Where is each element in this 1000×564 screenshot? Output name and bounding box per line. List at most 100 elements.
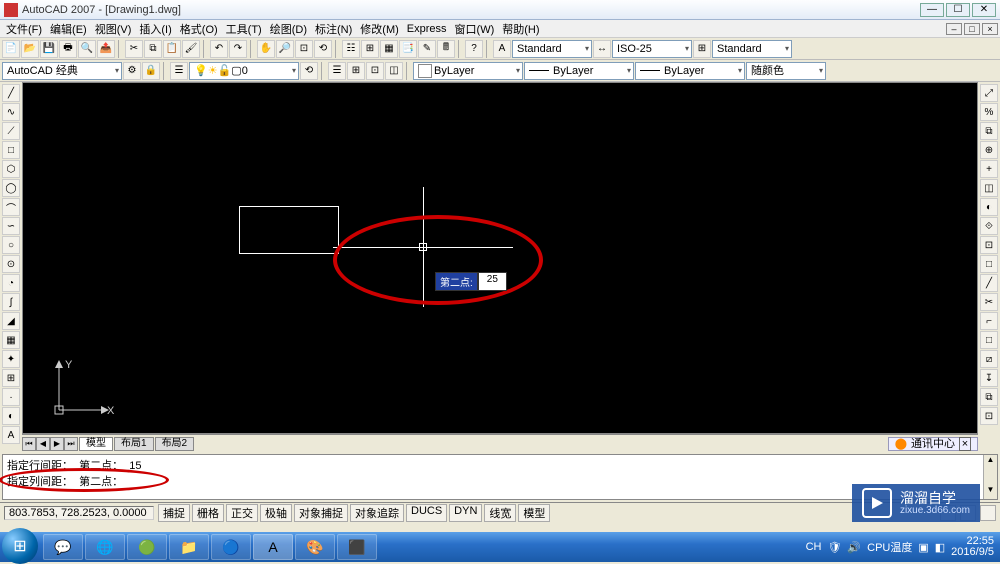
menu-modify[interactable]: 修改(M) (356, 21, 403, 37)
modify-tool-0[interactable]: ⤢ (980, 84, 998, 102)
menu-format[interactable]: 格式(O) (176, 21, 222, 37)
dimstyle-combo[interactable]: ISO-25 (612, 40, 692, 58)
modify-tool-5[interactable]: ◫ (980, 179, 998, 197)
draw-tool-2[interactable]: ⟋ (2, 122, 20, 140)
linetype-combo[interactable]: ByLayer (524, 62, 634, 80)
start-button[interactable]: ⊞ (2, 528, 38, 564)
menu-file[interactable]: 文件(F) (2, 21, 46, 37)
close-button[interactable]: ✕ (972, 3, 996, 17)
menu-view[interactable]: 视图(V) (91, 21, 136, 37)
comm-close-icon[interactable]: × (959, 437, 971, 451)
textstyle-icon[interactable]: A (493, 40, 511, 58)
menu-dimension[interactable]: 标注(N) (311, 21, 356, 37)
menu-window[interactable]: 窗口(W) (451, 21, 499, 37)
mode-栅格[interactable]: 栅格 (192, 504, 224, 522)
draw-tool-0[interactable]: ╱ (2, 84, 20, 102)
zoom-rt-icon[interactable]: 🔎 (276, 40, 294, 58)
menu-draw[interactable]: 绘图(D) (266, 21, 311, 37)
open-icon[interactable]: 📂 (21, 40, 39, 58)
pan-icon[interactable]: ✋ (257, 40, 275, 58)
modify-tool-3[interactable]: ⊕ (980, 141, 998, 159)
workspace-settings-icon[interactable]: ⚙ (123, 62, 141, 80)
draw-tool-11[interactable]: ∫ (2, 293, 20, 311)
modify-tool-14[interactable]: ⧄ (980, 350, 998, 368)
copy-icon[interactable]: ⧉ (144, 40, 162, 58)
print-icon[interactable]: 🖶 (59, 40, 77, 58)
mdi-maximize[interactable]: □ (964, 23, 980, 35)
lineweight-combo[interactable]: ByLayer (635, 62, 745, 80)
menu-insert[interactable]: 插入(I) (135, 21, 175, 37)
comm-center[interactable]: ⬤ 通讯中心 × (888, 437, 978, 451)
scroll-up-icon[interactable]: ▲ (984, 455, 997, 469)
modify-tool-10[interactable]: ╱ (980, 274, 998, 292)
drawing-canvas[interactable]: 第二点: 25 Y X (22, 82, 978, 434)
tool-palette-icon[interactable]: ▦ (380, 40, 398, 58)
modify-tool-4[interactable]: + (980, 160, 998, 178)
tab-layout1[interactable]: 布局1 (114, 437, 154, 451)
draw-tool-8[interactable]: ○ (2, 236, 20, 254)
help-icon[interactable]: ? (465, 40, 483, 58)
draw-tool-1[interactable]: ∿ (2, 103, 20, 121)
minimize-button[interactable]: — (920, 3, 944, 17)
draw-tool-14[interactable]: ✦ (2, 350, 20, 368)
layer-combo[interactable]: 💡☀🔓▢ 0 (189, 62, 299, 80)
markup-icon[interactable]: ✎ (418, 40, 436, 58)
draw-tool-3[interactable]: □ (2, 141, 20, 159)
mode-DYN[interactable]: DYN (449, 504, 482, 522)
dc-icon[interactable]: ⊞ (361, 40, 379, 58)
task-explorer[interactable]: 📁 (169, 534, 209, 560)
task-app[interactable]: ⬛ (337, 534, 377, 560)
cpu-temp[interactable]: CPU温度 (867, 539, 912, 555)
modify-tool-6[interactable]: ◐ (980, 198, 998, 216)
mode-对象捕捉[interactable]: 对象捕捉 (294, 504, 348, 522)
calc-icon[interactable]: 🖩 (437, 40, 455, 58)
mode-DUCS[interactable]: DUCS (406, 504, 447, 522)
ltype4-icon[interactable]: ◫ (385, 62, 403, 80)
task-paint[interactable]: 🎨 (295, 534, 335, 560)
ltype2-icon[interactable]: ⊞ (347, 62, 365, 80)
ltype-icon[interactable]: ☰ (328, 62, 346, 80)
mode-模型[interactable]: 模型 (518, 504, 550, 522)
task-chrome[interactable]: 🌐 (85, 534, 125, 560)
modify-tool-16[interactable]: ⧉ (980, 388, 998, 406)
paste-icon[interactable]: 📋 (163, 40, 181, 58)
draw-tool-5[interactable]: ◯ (2, 179, 20, 197)
cmd-scrollbar[interactable]: ▲ ▼ (983, 455, 997, 499)
tab-layout2[interactable]: 布局2 (155, 437, 195, 451)
tab-model[interactable]: 模型 (79, 437, 113, 451)
tablestyle-icon[interactable]: ⊞ (693, 40, 711, 58)
draw-tool-18[interactable]: A (2, 426, 20, 444)
mode-极轴[interactable]: 极轴 (260, 504, 292, 522)
mdi-close[interactable]: × (982, 23, 998, 35)
dimstyle-icon[interactable]: ↔ (593, 40, 611, 58)
tab-nav-prev[interactable]: ◀ (36, 437, 50, 451)
draw-tool-13[interactable]: ▦ (2, 331, 20, 349)
cut-icon[interactable]: ✂ (125, 40, 143, 58)
mode-对象追踪[interactable]: 对象追踪 (350, 504, 404, 522)
modify-tool-11[interactable]: ✂ (980, 293, 998, 311)
mode-正交[interactable]: 正交 (226, 504, 258, 522)
tab-nav-first[interactable]: ⏮ (22, 437, 36, 451)
save-icon[interactable]: 💾 (40, 40, 58, 58)
menu-tools[interactable]: 工具(T) (222, 21, 266, 37)
task-baidu[interactable]: 🔵 (211, 534, 251, 560)
tray-icon[interactable]: 🛡 (827, 541, 841, 554)
preview-icon[interactable]: 🔍 (78, 40, 96, 58)
modify-tool-7[interactable]: ⟐ (980, 217, 998, 235)
dynamic-input[interactable]: 第二点: 25 (435, 272, 507, 291)
status-tool-3[interactable] (980, 505, 996, 521)
mdi-minimize[interactable]: – (946, 23, 962, 35)
mode-捕捉[interactable]: 捕捉 (158, 504, 190, 522)
tab-nav-last[interactable]: ⏭ (64, 437, 78, 451)
draw-tool-16[interactable]: · (2, 388, 20, 406)
zoom-win-icon[interactable]: ⊡ (295, 40, 313, 58)
draw-tool-17[interactable]: ◐ (2, 407, 20, 425)
task-wechat[interactable]: 💬 (43, 534, 83, 560)
input-value[interactable]: 25 (478, 272, 507, 291)
sheet-set-icon[interactable]: 📑 (399, 40, 417, 58)
tray-icon[interactable]: ▣ (918, 541, 928, 554)
draw-tool-10[interactable]: ◔ (2, 274, 20, 292)
redo-icon[interactable]: ↷ (229, 40, 247, 58)
draw-tool-7[interactable]: ∽ (2, 217, 20, 235)
draw-tool-4[interactable]: ⬡ (2, 160, 20, 178)
